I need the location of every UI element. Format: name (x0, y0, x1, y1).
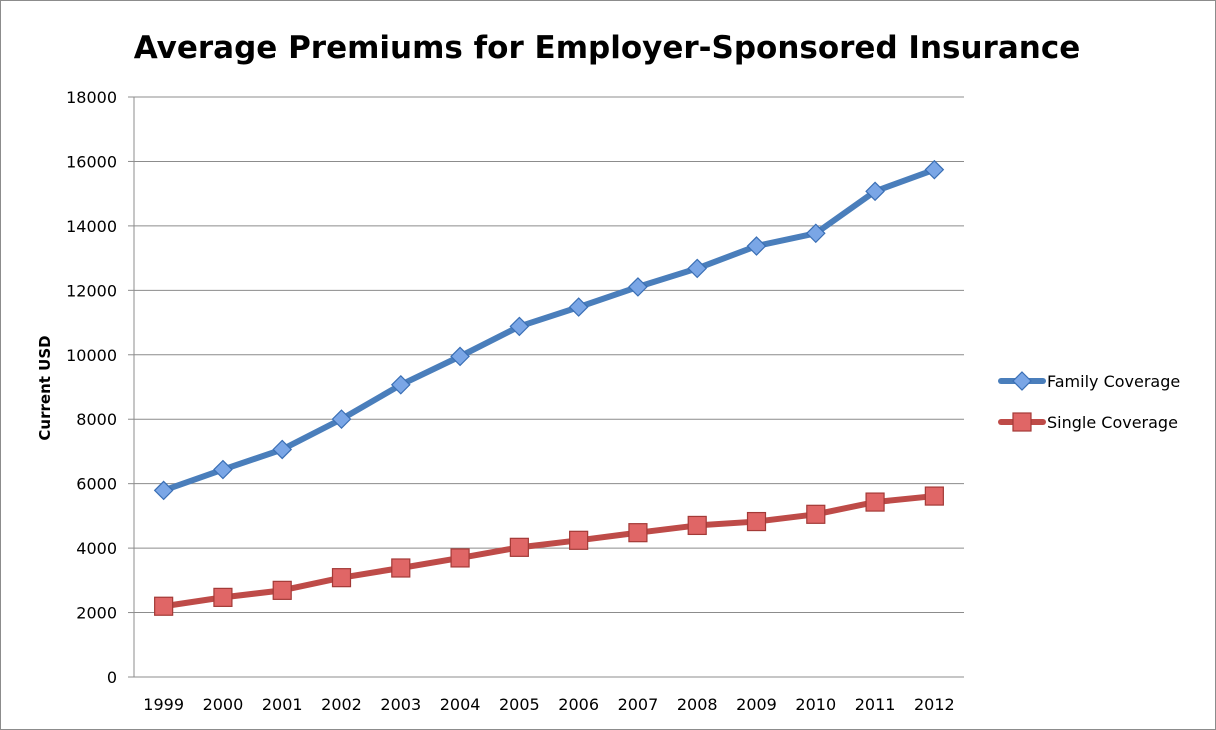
y-tick-label: 10000 (66, 346, 117, 365)
data-point (331, 568, 352, 588)
y-axis-ticks: 0 2000 4000 6000 8000 10000 12000 14000 16000 180… (66, 88, 134, 687)
data-point (628, 523, 648, 543)
data-point (924, 486, 944, 506)
x-tick-label: 2008 (677, 695, 718, 714)
data-point (865, 492, 885, 512)
data-point (272, 580, 292, 600)
y-tick-label: 4000 (76, 539, 117, 558)
data-point (153, 480, 174, 501)
legend-marker (1012, 371, 1032, 391)
y-tick-label: 14000 (66, 217, 117, 236)
x-tick-label: 2004 (440, 695, 481, 714)
x-tick-label: 2003 (380, 695, 421, 714)
legend-label: Single Coverage (1047, 413, 1178, 432)
x-tick-label: 2000 (203, 695, 244, 714)
data-point (509, 537, 529, 557)
legend-entry: Family Coverage (998, 371, 1180, 391)
data-point (213, 587, 233, 607)
legend-marker (1012, 412, 1032, 432)
series-line (160, 166, 938, 494)
x-tick-label: 2005 (499, 695, 540, 714)
y-tick-label: 2000 (76, 604, 117, 623)
legend: Family Coverage Single Coverage (998, 371, 1180, 432)
data-point (569, 530, 589, 550)
y-tick-label: 0 (107, 668, 117, 687)
x-tick-label: 2011 (855, 695, 896, 714)
data-point (391, 558, 411, 578)
data-point (924, 159, 945, 180)
data-point (746, 236, 767, 256)
legend-entry: Single Coverage (998, 412, 1178, 432)
x-tick-label: 2009 (736, 695, 777, 714)
data-point (687, 515, 707, 536)
data-point (213, 459, 233, 480)
x-tick-label: 2010 (795, 695, 836, 714)
x-tick-label: 2001 (262, 695, 303, 714)
data-point (331, 409, 352, 429)
data-point (272, 439, 293, 460)
data-point (154, 596, 174, 616)
data-point (806, 504, 826, 524)
x-axis-ticks: 1999 2000 2001 2002 2003 2004 2005 2006 2007 2008… (143, 695, 954, 714)
data-point (865, 181, 885, 202)
y-axis-label: Current USD (36, 335, 54, 440)
data-point (450, 548, 470, 568)
x-tick-label: 2012 (914, 695, 955, 714)
series-line (160, 493, 938, 610)
data-point (628, 277, 648, 297)
x-tick-label: 2006 (558, 695, 599, 714)
series-single-coverage (154, 486, 944, 616)
chart-title: Average Premiums for Employer-Sponsored … (134, 30, 1080, 66)
data-point (568, 297, 589, 317)
y-tick-label: 16000 (66, 152, 117, 171)
series-layer (153, 159, 945, 616)
data-point (687, 258, 708, 279)
y-tick-label: 12000 (66, 281, 117, 300)
data-point (390, 374, 411, 395)
data-point (746, 511, 767, 532)
x-tick-label: 2002 (321, 695, 362, 714)
x-tick-label: 1999 (143, 695, 184, 714)
data-point (450, 346, 470, 367)
series-family-coverage (153, 159, 945, 501)
y-tick-label: 18000 (66, 88, 117, 107)
data-point (805, 223, 826, 244)
gridlines (133, 96, 964, 678)
y-tick-label: 8000 (76, 410, 117, 429)
legend-label: Family Coverage (1047, 372, 1180, 391)
y-tick-label: 6000 (76, 475, 117, 494)
data-point (509, 316, 530, 337)
x-tick-label: 2007 (618, 695, 659, 714)
